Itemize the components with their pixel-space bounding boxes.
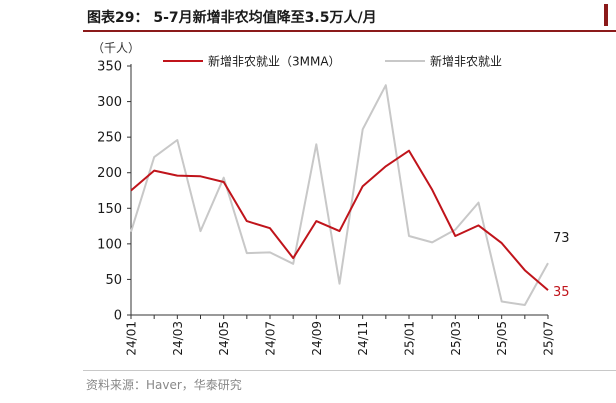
y-axis-unit-label: （千人） bbox=[92, 41, 140, 55]
source-note: 资料来源：Haver，华泰研究 bbox=[86, 378, 242, 392]
figure-title: 图表29： 5-7月新增非农均值降至3.5万人/月 bbox=[87, 10, 377, 26]
source-divider bbox=[83, 370, 616, 371]
y-tick-label: 250 bbox=[97, 131, 122, 146]
series-line-3mma bbox=[130, 149, 549, 291]
x-tick-label: 24/09 bbox=[310, 321, 324, 356]
x-tick-label: 25/05 bbox=[495, 321, 509, 356]
x-tick-label: 25/01 bbox=[403, 321, 417, 356]
x-axis: 24/01 24/03 24/05 24/07 24/09 24/11 25/01 25/03… bbox=[125, 314, 556, 356]
annotation-3mma-last: 35 bbox=[553, 285, 570, 300]
y-tick-label: 300 bbox=[97, 95, 122, 110]
series-line-raw bbox=[130, 84, 549, 306]
x-tick-label: 24/03 bbox=[171, 321, 185, 356]
x-tick-label: 25/03 bbox=[449, 321, 463, 356]
page-edge-mark bbox=[604, 4, 608, 26]
annotation-raw-last: 73 bbox=[553, 231, 570, 246]
y-tick-label: 0 bbox=[114, 309, 122, 324]
y-axis: 0 50 100 150 200 250 300 350 bbox=[97, 60, 132, 324]
y-tick-label: 350 bbox=[97, 60, 122, 75]
figure-title-bar: 图表29： 5-7月新增非农均值降至3.5万人/月 bbox=[83, 0, 616, 32]
series-layer bbox=[130, 84, 549, 306]
y-tick-label: 50 bbox=[105, 273, 122, 288]
x-tick-label: 24/07 bbox=[264, 321, 278, 356]
y-tick-label: 200 bbox=[97, 166, 122, 181]
y-tick-label: 150 bbox=[97, 202, 122, 217]
legend-label-3mma: 新增非农就业（3MMA） bbox=[208, 54, 341, 69]
x-tick-label: 25/07 bbox=[542, 321, 556, 356]
annotation-layer: 73 35 bbox=[553, 231, 570, 300]
x-tick-label: 24/01 bbox=[125, 321, 139, 356]
y-tick-label: 100 bbox=[97, 237, 122, 252]
x-tick-label: 24/11 bbox=[356, 321, 370, 356]
x-tick-label: 24/05 bbox=[217, 321, 231, 356]
legend-label-raw: 新增非农就业 bbox=[430, 54, 502, 69]
chart-legend: 新增非农就业（3MMA） 新增非农就业 bbox=[163, 54, 502, 69]
